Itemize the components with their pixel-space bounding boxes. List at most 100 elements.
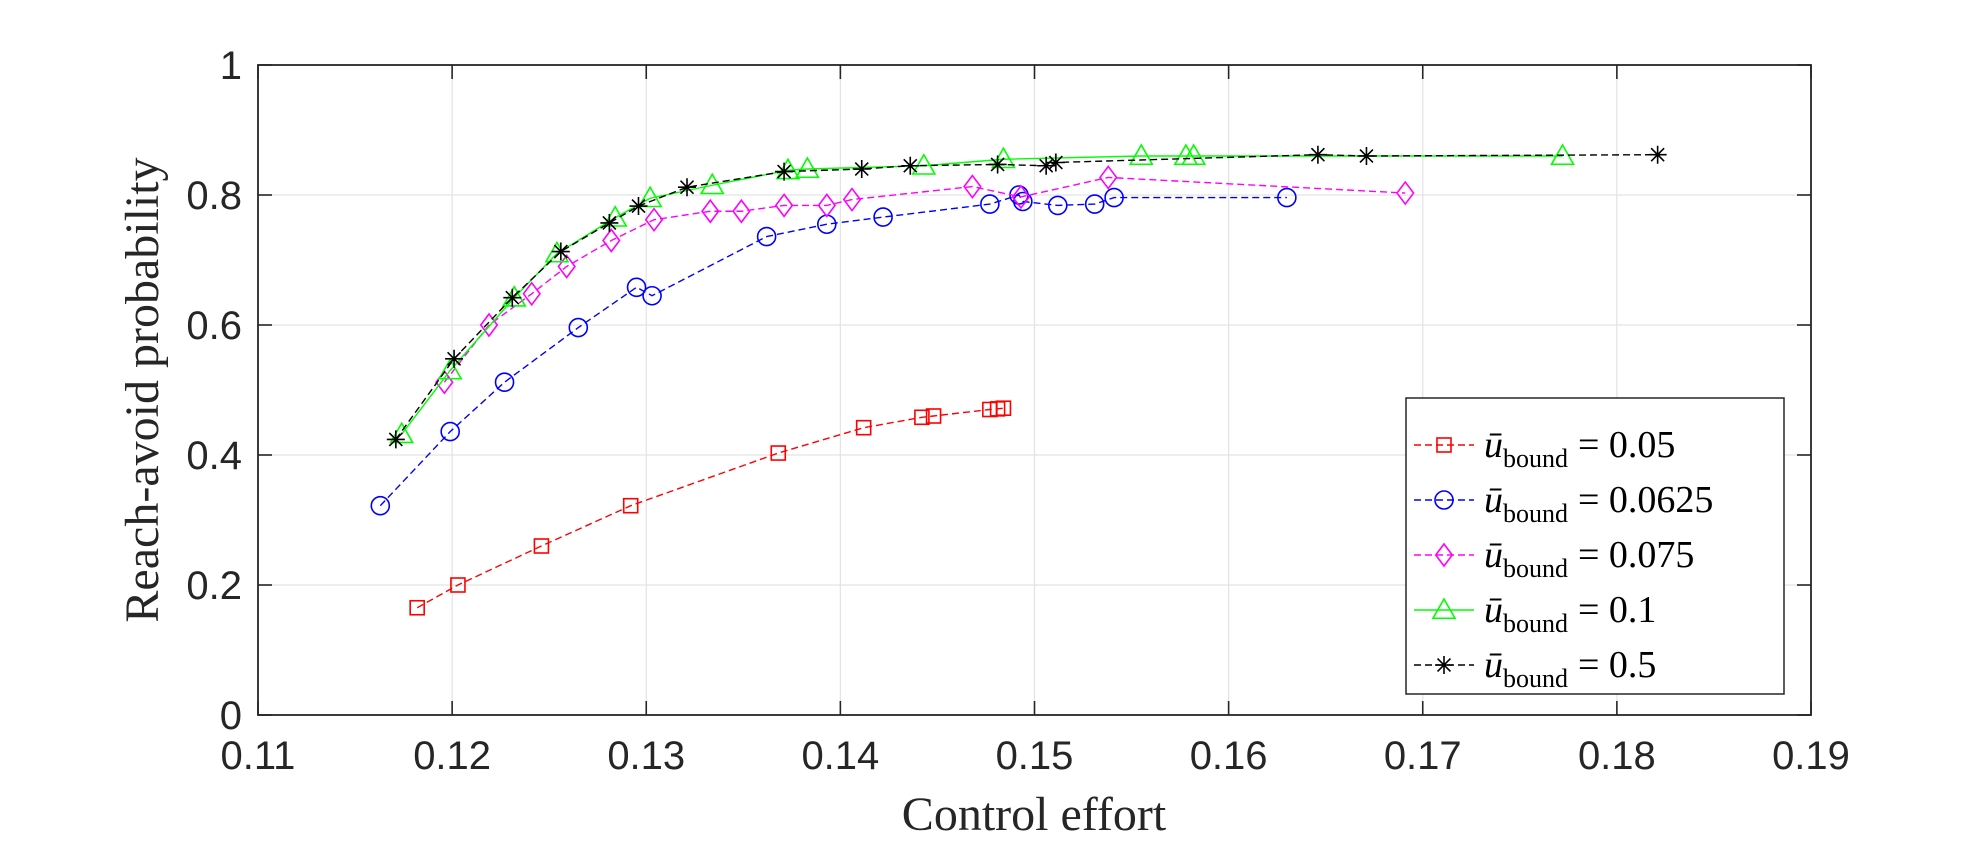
legend-marker [1434, 490, 1454, 510]
y-tick-label: 0.8 [186, 174, 242, 218]
y-tick-label: 1 [220, 44, 242, 88]
legend-symbol: ū [1484, 589, 1503, 631]
data-point [925, 408, 942, 424]
series-3 [389, 143, 1575, 444]
y-tick-label: 0 [220, 694, 242, 738]
series-0 [409, 400, 1012, 616]
series-4 [386, 145, 1667, 449]
series-line [395, 153, 1658, 440]
series-line [416, 407, 1004, 609]
y-tick-label: 0.2 [186, 564, 242, 608]
legend-value: = 0.05 [1578, 424, 1675, 466]
legend-subscript: bound [1503, 499, 1568, 528]
data-point [1099, 165, 1118, 190]
data-point [1648, 145, 1667, 164]
data-point [1173, 143, 1199, 166]
data-point [622, 497, 639, 514]
legend-symbol: ū [1484, 424, 1503, 466]
series-2 [435, 165, 1415, 395]
data-point [701, 198, 720, 224]
data-point [551, 242, 570, 261]
data-point [873, 207, 893, 227]
x-tick-label: 0.12 [413, 734, 491, 778]
data-point [533, 538, 550, 554]
data-point [1047, 195, 1068, 216]
data-point [1046, 153, 1065, 172]
series-1 [370, 185, 1297, 516]
data-point [386, 430, 405, 449]
legend-box [1405, 397, 1785, 695]
y-tick-label: 0.4 [186, 434, 242, 478]
series-line [401, 155, 1563, 435]
x-tick-label: 0.16 [1190, 734, 1268, 778]
data-point [914, 409, 930, 426]
data-point [445, 349, 464, 368]
y-axis-title: Reach-avoid probability [116, 157, 169, 622]
data-point [1277, 187, 1297, 208]
legend-value: = 0.1 [1578, 589, 1656, 631]
data-point [852, 160, 871, 178]
legend-subscript: bound [1503, 609, 1568, 638]
legend-marker [1435, 656, 1453, 674]
axis-ticks: 0.11 0.12 0.13 0.14 0.15 0.16 0.17 0.18 0.19 0 0.2… [186, 44, 1850, 778]
x-tick-label: 0.18 [1578, 734, 1656, 778]
legend-value: = 0.0625 [1578, 479, 1713, 521]
legend-item: ūbound = 0.1 [1414, 589, 1656, 638]
legend-item: ūbound = 0.0625 [1414, 479, 1713, 528]
legend-subscript: bound [1503, 554, 1568, 583]
data-point [756, 226, 777, 247]
data-point [557, 254, 576, 279]
data-point [494, 372, 515, 393]
data-point [911, 153, 937, 175]
x-tick-label: 0.15 [996, 734, 1074, 778]
data-point [503, 288, 522, 307]
legend-item: ūbound = 0.075 [1414, 534, 1694, 583]
legend-label: ūbound = 0.0625 [1484, 479, 1713, 528]
data-point [988, 155, 1007, 174]
legend-item: ūbound = 0.05 [1414, 424, 1675, 473]
data-point [817, 193, 837, 218]
x-tick-label: 0.11 [221, 734, 296, 778]
data-point [855, 419, 872, 436]
data-point [637, 185, 663, 208]
data-point [1128, 143, 1154, 166]
data-point [995, 400, 1012, 417]
data-point [901, 156, 920, 175]
data-point [775, 162, 794, 181]
legend-label: ūbound = 0.5 [1484, 644, 1656, 693]
legend-symbol: ū [1484, 534, 1503, 576]
legend-label: ūbound = 0.1 [1484, 589, 1656, 638]
data-point [440, 421, 460, 442]
data-point [980, 194, 1000, 214]
data-point [600, 213, 619, 232]
data-point [794, 156, 820, 179]
y-tick-label: 0.6 [186, 304, 242, 348]
data-point [522, 281, 541, 307]
data-point [1013, 191, 1033, 212]
data-point [1011, 184, 1031, 210]
data-point [479, 312, 499, 338]
data-point [1357, 147, 1376, 165]
legend-marker [1431, 597, 1457, 620]
data-point [1104, 187, 1124, 208]
data-point [678, 178, 697, 197]
x-axis-title: Control effort [902, 788, 1167, 841]
legend-marker [1436, 437, 1452, 453]
data-point [770, 445, 787, 461]
series-line [379, 194, 1287, 507]
data-point [642, 285, 662, 306]
legend-label: ūbound = 0.05 [1484, 424, 1675, 473]
data-point [963, 174, 982, 199]
legend-marker [1434, 542, 1454, 568]
data-point [568, 317, 589, 338]
x-tick-label: 0.19 [1772, 734, 1850, 778]
data-point [1550, 143, 1575, 166]
legend-label: ūbound = 0.075 [1484, 534, 1694, 583]
data-point [644, 207, 664, 233]
data-point [1037, 156, 1056, 175]
data-point [409, 599, 425, 616]
x-tick-label: 0.14 [801, 734, 879, 778]
